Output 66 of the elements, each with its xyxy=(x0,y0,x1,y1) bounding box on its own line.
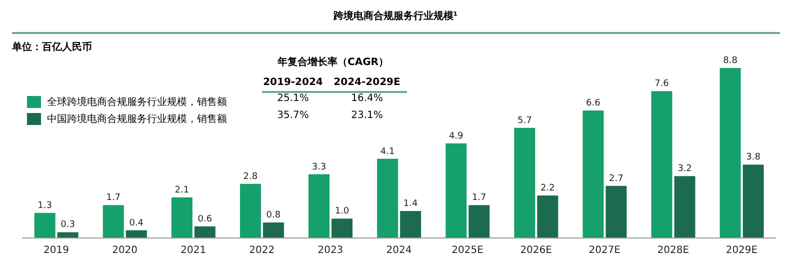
x-tick-label: 2026E xyxy=(520,245,552,256)
data-label: 1.7 xyxy=(472,193,486,204)
data-label: 4.9 xyxy=(448,131,464,142)
x-tick-label: 2020 xyxy=(112,245,138,256)
data-label: 2.7 xyxy=(609,174,624,184)
data-label: 0.3 xyxy=(60,220,75,230)
text: 单位：百亿人民币 xyxy=(12,42,92,53)
data-label: 7.6 xyxy=(654,79,670,90)
data-label: 0.6 xyxy=(198,214,212,224)
bar xyxy=(126,230,147,238)
annotation: 2019-2024 xyxy=(263,77,323,88)
x-tick-label: 2028E xyxy=(657,245,690,256)
bar xyxy=(262,222,284,238)
x-tick-label: 2023 xyxy=(318,245,344,256)
bar xyxy=(194,226,216,238)
bar xyxy=(651,91,672,238)
annotation: 23.1% xyxy=(351,110,383,121)
bar xyxy=(171,197,192,238)
annotation: 2024-2029E xyxy=(334,77,400,88)
data-label: 0.8 xyxy=(266,210,281,221)
bar xyxy=(674,176,696,238)
data-label: 2.1 xyxy=(174,185,190,196)
bar xyxy=(446,143,467,238)
x-tick-label: 2027E xyxy=(588,245,621,256)
x-tick-label: 2019 xyxy=(44,245,69,256)
data-label: 2.8 xyxy=(243,172,258,182)
data-label: 3.2 xyxy=(678,164,692,174)
bar xyxy=(514,128,536,238)
x-tick-label: 2022 xyxy=(249,245,275,256)
bar xyxy=(57,232,78,238)
legend-label: 中国跨境电商合规服务行业规模，销售额 xyxy=(47,112,227,126)
data-label: 1.3 xyxy=(38,200,52,211)
bar xyxy=(34,212,56,238)
bar xyxy=(400,210,422,238)
data-label: 1.4 xyxy=(403,198,418,209)
x-tick-label: 2025E xyxy=(452,245,484,256)
x-tick-label: 2024 xyxy=(386,245,412,256)
data-label: 5.7 xyxy=(517,116,532,126)
x-tick-label: 2021 xyxy=(180,245,206,256)
data-label: 3.3 xyxy=(312,162,326,172)
data-label: 2.2 xyxy=(540,184,555,194)
bar xyxy=(332,218,353,238)
legend-label: 全球跨境电商合规服务行业规模，销售额 xyxy=(47,96,227,108)
bar xyxy=(537,196,558,238)
bar xyxy=(240,184,261,238)
chart-title: 跨境电商合规服务行业规模¹ xyxy=(333,11,458,22)
annotation: 16.4% xyxy=(351,93,383,104)
data-label: 6.6 xyxy=(586,98,601,108)
bar xyxy=(582,110,604,238)
data-label: 1.0 xyxy=(334,206,350,217)
data-label: 1.7 xyxy=(106,193,121,204)
annotation: 年复合增长率（CAGR） xyxy=(278,57,388,68)
bar xyxy=(468,205,490,238)
annotation: 35.7% xyxy=(277,110,309,121)
data-label: 8.8 xyxy=(723,56,738,66)
bar xyxy=(102,205,124,238)
annotation: 25.1% xyxy=(277,93,309,104)
bar xyxy=(606,186,627,238)
bar xyxy=(377,158,398,238)
bar xyxy=(742,164,764,238)
bar xyxy=(720,68,741,238)
data-label: 4.1 xyxy=(380,146,395,157)
x-tick-label: 2029E xyxy=(726,245,758,256)
data-label: 0.4 xyxy=(129,218,144,228)
data-label: 3.8 xyxy=(746,152,761,163)
bar xyxy=(308,174,330,238)
